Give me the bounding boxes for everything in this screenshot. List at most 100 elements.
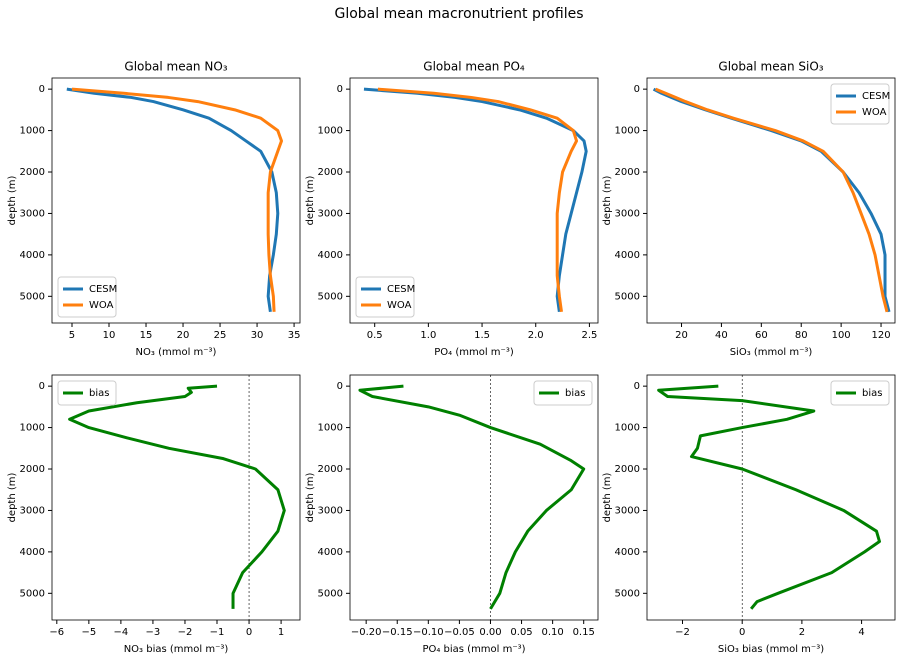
y-tick-label: 3000 [20,505,45,516]
x-tick-label: 10 [103,330,116,341]
legend-label: WOA [387,300,412,311]
x-axis-label: NO₃ (mmol m⁻³) [136,347,217,358]
x-tick-label: 2.0 [528,330,544,341]
y-tick-label: 0 [39,84,45,95]
y-tick-label: 2000 [20,464,45,475]
profile-line [358,384,586,610]
subplot-title: Global mean NO₃ [124,60,227,74]
y-tick-label: 1000 [318,126,343,137]
x-tick-label: 1.5 [474,330,490,341]
x-tick-label: −1 [210,627,225,638]
y-tick-label: 4000 [318,547,343,558]
y-tick-label: 5000 [20,588,45,599]
x-tick-label: 0.5 [367,330,383,341]
x-tick-label: 0.00 [479,627,501,638]
x-tick-label: −4 [114,627,129,638]
x-tick-label: −2 [178,627,193,638]
y-axis-label: depth (m) [7,175,18,225]
y-tick-label: 3000 [318,208,343,219]
y-tick-label: 4000 [615,547,640,558]
x-tick-label: 40 [715,330,728,341]
x-tick-label: 100 [832,330,851,341]
x-tick-label: 0 [246,627,252,638]
y-tick-label: 2000 [318,464,343,475]
legend-label: CESM [387,284,415,295]
profile-line [66,87,280,313]
x-tick-label: −6 [49,627,64,638]
y-tick-label: 3000 [20,208,45,219]
legend-box [57,380,117,406]
y-tick-label: 0 [634,381,640,392]
axes-frame [51,374,301,621]
legend-box [830,83,890,125]
y-tick-label: 1000 [20,126,45,137]
x-tick-label: 35 [288,330,301,341]
legend-label: bias [565,388,585,399]
y-axis-label: depth (m) [7,472,18,522]
x-tick-label: 0.15 [573,627,595,638]
y-tick-label: 5000 [20,291,45,302]
y-tick-label: 1000 [615,423,640,434]
y-tick-label: 4000 [615,250,640,261]
x-tick-label: −2 [675,627,690,638]
subplot-title: Global mean SiO₃ [718,60,823,74]
y-tick-label: 5000 [318,291,343,302]
x-tick-label: 120 [871,330,890,341]
y-tick-label: 0 [337,381,343,392]
y-tick-label: 5000 [615,291,640,302]
legend-box [355,276,415,318]
axes-frame [646,77,896,324]
y-axis-label: depth (m) [305,175,316,225]
legend-label: bias [89,388,109,399]
axes-frame [51,77,301,324]
profile-line [68,384,286,609]
y-axis-label: depth (m) [602,472,613,522]
legend-box [57,276,117,318]
y-tick-label: 2000 [615,464,640,475]
y-axis-label: depth (m) [305,472,316,522]
x-tick-label: 20 [675,330,688,341]
x-axis-label: SiO₃ bias (mmol m⁻³) [718,644,824,655]
x-tick-label: 2.5 [581,330,597,341]
x-tick-label: 2 [799,627,805,638]
legend-box [830,380,890,406]
y-tick-label: 2000 [20,167,45,178]
x-tick-label: 60 [755,330,768,341]
plot-area [350,375,598,620]
y-tick-label: 4000 [20,547,45,558]
x-tick-label: 0.05 [510,627,532,638]
y-tick-label: 1000 [318,423,343,434]
x-tick-label: −3 [146,627,161,638]
y-tick-label: 3000 [615,208,640,219]
y-tick-label: 4000 [318,250,343,261]
y-axis-label: depth (m) [602,175,613,225]
y-tick-label: 0 [337,84,343,95]
x-axis-label: SiO₃ (mmol m⁻³) [730,347,813,358]
x-tick-label: −5 [81,627,96,638]
profile-line [363,87,588,313]
y-tick-label: 0 [39,381,45,392]
y-tick-label: 1000 [20,423,45,434]
y-tick-label: 1000 [615,126,640,137]
x-axis-label: PO₄ bias (mmol m⁻³) [422,644,525,655]
x-axis-label: PO₄ (mmol m⁻³) [434,347,514,358]
x-tick-label: 1.0 [420,330,436,341]
x-tick-label: 4 [858,627,864,638]
y-tick-label: 3000 [615,505,640,516]
x-tick-label: 15 [140,330,153,341]
x-tick-label: 1 [278,627,284,638]
plot-area [52,375,300,620]
y-tick-label: 5000 [318,588,343,599]
x-axis-label: NO₃ bias (mmol m⁻³) [124,644,229,655]
x-tick-label: −0.15 [382,627,413,638]
figure-title: Global mean macronutrient profiles [334,6,583,22]
x-tick-label: 5 [69,330,75,341]
legend-label: CESM [89,284,117,295]
y-tick-label: 4000 [20,250,45,261]
x-tick-label: −0.10 [413,627,444,638]
profile-line [377,87,579,313]
y-tick-label: 5000 [615,588,640,599]
x-tick-label: 20 [177,330,190,341]
legend-label: CESM [862,91,890,102]
